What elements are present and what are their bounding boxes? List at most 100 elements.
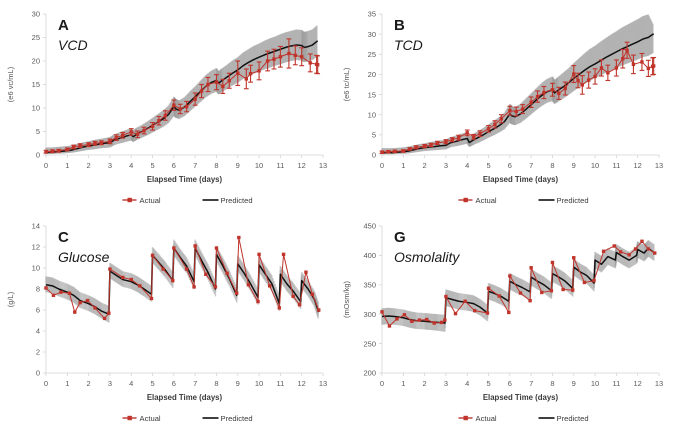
legend-predicted-label: Predicted	[557, 196, 589, 205]
x-tick-label: 0	[44, 379, 48, 388]
x-axis-title: Elapsed Time (days)	[147, 175, 223, 184]
x-tick-label: 8	[214, 161, 218, 170]
x-tick-label: 8	[550, 161, 554, 170]
actual-markers	[380, 48, 656, 154]
x-tick-label: 13	[655, 379, 663, 388]
panel-letter: B	[394, 17, 405, 34]
panel-osmolality: 200 250 300 350 400 450 0 1 2 3 4 5 6 7 8 9 10 11 12 13 Elap…	[336, 212, 673, 431]
y-tick-label: 0	[36, 151, 40, 160]
x-tick-label: 1	[65, 379, 69, 388]
x-tick-label: 7	[193, 379, 197, 388]
y-tick-label: 4	[36, 327, 40, 336]
y-tick-label: 14	[32, 222, 40, 231]
x-tick-label: 1	[401, 379, 405, 388]
x-tick-label: 11	[612, 161, 620, 170]
y-tick-label: 10	[32, 264, 40, 273]
x-axis-title: Elapsed Time (days)	[147, 393, 223, 402]
x-tick-label: 2	[423, 379, 427, 388]
x-axis-title: Elapsed Time (days)	[483, 175, 559, 184]
chart-legend: Actual Predicted	[458, 196, 589, 205]
x-tick-label: 8	[550, 379, 554, 388]
x-tick-label: 7	[529, 379, 533, 388]
y-tick-label: 25	[368, 50, 376, 59]
x-tick-label: 6	[172, 161, 176, 170]
y-tick-label: 25	[32, 33, 40, 42]
x-tick-label: 4	[129, 379, 133, 388]
x-tick-label: 10	[591, 379, 599, 388]
legend-actual-marker	[127, 197, 132, 203]
panel-letter: G	[394, 229, 406, 246]
x-tick-label: 5	[486, 161, 490, 170]
legend-predicted-label: Predicted	[221, 414, 253, 423]
chart-legend: Actual Predicted	[122, 414, 253, 423]
y-tick-label: 5	[36, 127, 40, 136]
y-tick-label: 35	[368, 10, 376, 19]
x-tick-label: 9	[572, 379, 576, 388]
y-tick-label: 10	[368, 110, 376, 119]
x-tick-label: 4	[465, 161, 469, 170]
actual-line	[45, 52, 318, 153]
x-tick-label: 2	[423, 161, 427, 170]
x-tick-label: 5	[150, 379, 154, 388]
x-tick-label: 10	[255, 161, 263, 170]
x-tick-label: 5	[486, 379, 490, 388]
panel-glucose: 0 2 4 6 8 10 12 14 0 1 2 3 4 5 6 7 8 9 10 11 12 13 Elapsed Tim…	[0, 212, 337, 431]
legend-actual-label: Actual	[140, 414, 161, 423]
x-axis-title: Elapsed Time (days)	[483, 393, 559, 402]
x-tick-label: 9	[236, 161, 240, 170]
y-tick-label: 250	[363, 339, 376, 348]
legend-predicted-label: Predicted	[221, 196, 253, 205]
x-tick-label: 11	[612, 379, 620, 388]
x-tick-label: 9	[572, 161, 576, 170]
panel-title: Glucose	[58, 249, 110, 265]
y-tick-label: 20	[368, 70, 376, 79]
x-tick-label: 4	[465, 379, 469, 388]
y-tick-label: 2	[36, 348, 40, 357]
x-tick-label: 2	[87, 161, 91, 170]
y-tick-label: 6	[36, 306, 40, 315]
y-tick-label: 30	[368, 30, 376, 39]
x-tick-label: 0	[44, 161, 48, 170]
x-tick-label: 11	[276, 161, 284, 170]
y-tick-label: 400	[363, 251, 376, 260]
x-tick-label: 7	[529, 161, 533, 170]
y-tick-label: 5	[372, 131, 376, 140]
legend-actual-marker	[463, 415, 468, 421]
x-tick-label: 13	[319, 161, 327, 170]
x-tick-label: 1	[65, 161, 69, 170]
legend-actual-label: Actual	[140, 196, 161, 205]
panel-title: TCD	[394, 37, 423, 53]
x-tick-label: 1	[401, 161, 405, 170]
x-tick-label: 12	[298, 379, 306, 388]
legend-actual-marker	[127, 415, 132, 421]
x-tick-label: 10	[255, 379, 263, 388]
panel-tcd: 0 5 10 15 20 25 30 35 0 1 2 3 4 5 6 7 8 9 10 11 12 13 Elapsed …	[336, 0, 673, 213]
panel-letter: A	[58, 17, 69, 34]
y-tick-label: 12	[32, 243, 40, 252]
actual-markers	[380, 239, 657, 328]
y-tick-label: 300	[363, 310, 376, 319]
x-tick-label: 5	[150, 161, 154, 170]
x-tick-label: 12	[298, 161, 306, 170]
x-tick-label: 6	[508, 161, 512, 170]
y-axis-title: (e6 vc/mL)	[6, 66, 15, 102]
x-tick-label: 3	[444, 161, 448, 170]
chart-legend: Actual Predicted	[458, 414, 589, 423]
actual-markers	[44, 235, 321, 321]
y-tick-label: 200	[363, 369, 376, 378]
panel-vcd: 0 5 10 15 20 25 30 0 1 2 3 4 5 6 7 8 9 10 11 12 13 Elapsed Ti…	[0, 0, 337, 213]
actual-markers	[44, 51, 320, 154]
x-tick-label: 3	[444, 379, 448, 388]
y-tick-label: 30	[32, 10, 40, 19]
x-tick-label: 3	[108, 379, 112, 388]
x-tick-label: 0	[380, 161, 384, 170]
y-tick-label: 450	[363, 222, 376, 231]
x-tick-label: 13	[319, 379, 327, 388]
y-tick-label: 350	[363, 281, 376, 290]
legend-actual-marker	[463, 197, 468, 203]
x-tick-label: 11	[276, 379, 284, 388]
panel-title: Osmolality	[394, 249, 460, 265]
